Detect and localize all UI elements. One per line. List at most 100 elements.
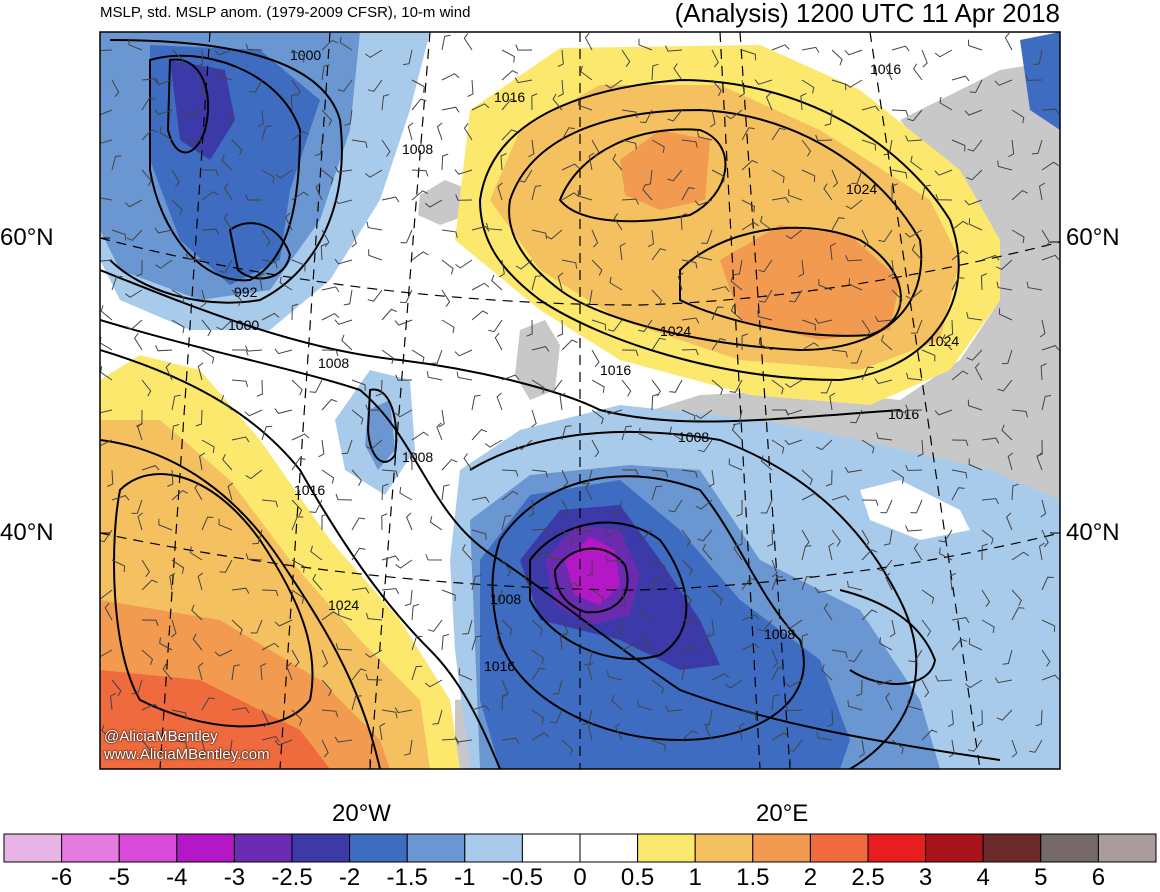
wind-barb: [938, 547, 953, 561]
colorbar-swatch: [349, 833, 408, 863]
wind-barb: [321, 739, 329, 758]
wind-barb: [829, 242, 837, 261]
wind-barb: [141, 619, 159, 627]
wind-barb: [498, 259, 505, 278]
wind-barb: [100, 109, 113, 116]
wind-barb: [438, 409, 445, 428]
wind-barb: [951, 220, 969, 231]
wind-barb: [218, 518, 233, 531]
wind-barb: [411, 98, 427, 111]
wind-barb: [170, 619, 177, 638]
wind-barb: [111, 79, 120, 98]
wind-barb: [757, 310, 773, 321]
wind-barb: [501, 98, 517, 111]
wind-barb: [681, 529, 691, 547]
wind-barb: [379, 722, 386, 741]
wind-barb: [158, 518, 173, 531]
wind-barb: [951, 250, 969, 261]
wind-barb: [994, 79, 1013, 86]
wind-barb: [847, 580, 863, 591]
wind-barb: [831, 349, 848, 358]
wind-barb: [694, 199, 713, 206]
wind-barb: [591, 589, 605, 604]
wind-barb: [711, 672, 730, 681]
wind-barb: [1007, 452, 1014, 471]
wind-barb: [531, 528, 549, 535]
wind-barb: [125, 289, 143, 298]
wind-barb: [828, 542, 834, 561]
wind-barb: [607, 319, 623, 332]
wind-barb: [638, 427, 653, 441]
wind-barb: [214, 49, 233, 56]
wind-barb: [816, 732, 833, 741]
wind-barb: [784, 409, 803, 415]
wind-barb: [365, 49, 383, 59]
wind-barb: [231, 707, 250, 714]
wind-barb: [847, 700, 863, 711]
wind-barb: [574, 527, 593, 534]
wind-barb: [681, 619, 699, 627]
wind-barb: [334, 166, 353, 173]
wind-barb: [913, 543, 923, 561]
wind-barb: [613, 213, 623, 231]
wind-barb: [941, 334, 953, 351]
wind-barb: [1006, 512, 1013, 531]
wind-barb: [801, 633, 809, 651]
wind-barb: [583, 649, 593, 666]
wind-barb: [681, 559, 693, 576]
wind-barb: [711, 306, 724, 321]
wind-barb: [702, 543, 713, 561]
wind-barb: [561, 739, 573, 756]
wind-barb: [637, 700, 653, 711]
map-title-variables: MSLP, std. MSLP anom. (1979-2009 CFSR), …: [100, 4, 471, 21]
wind-barb: [381, 588, 400, 595]
lat-label-right-60n: 60°N: [1066, 224, 1120, 251]
wind-barb: [906, 372, 923, 381]
wind-barb: [591, 139, 600, 158]
wind-barb: [463, 123, 473, 141]
wind-barb: [584, 32, 593, 51]
wind-barb: [876, 432, 893, 441]
wind-barb: [801, 79, 815, 94]
wind-barb: [424, 679, 443, 688]
wind-barb: [877, 559, 893, 572]
wind-barb: [411, 79, 425, 93]
wind-barb: [981, 589, 991, 607]
wind-barb: [531, 346, 550, 352]
wind-barb: [321, 64, 330, 81]
meridian: [159, 32, 211, 769]
wind-barb: [800, 92, 807, 111]
wind-barb: [741, 159, 758, 171]
isobar-label: 1008: [402, 141, 433, 157]
wind-barb: [261, 425, 273, 441]
wind-barb: [784, 679, 803, 688]
wind-barb: [381, 555, 400, 562]
wind-barb: [708, 469, 715, 488]
wind-barb: [561, 339, 578, 351]
wind-barb: [681, 317, 700, 324]
wind-barb: [845, 255, 863, 262]
wind-barb: [259, 272, 266, 291]
wind-barb: [169, 572, 176, 591]
wind-barb: [214, 649, 233, 657]
wind-barb: [619, 242, 626, 261]
wind-barb: [231, 436, 250, 443]
wind-barb: [697, 130, 713, 141]
wind-barb: [244, 345, 263, 352]
wind-barb: [788, 189, 803, 201]
wind-barb: [921, 679, 930, 698]
wind-barb: [524, 572, 533, 591]
wind-barb: [801, 469, 813, 486]
wind-barb: [578, 99, 593, 111]
wind-barb: [996, 281, 1013, 291]
wind-barb: [441, 106, 460, 113]
colorbar-label: 2.5: [851, 864, 885, 891]
wind-barb: [531, 185, 542, 201]
wind-barb: [636, 529, 653, 541]
wind-barb: [320, 243, 327, 261]
wind-barb: [321, 469, 335, 484]
wind-barb: [364, 649, 383, 658]
wind-barb: [531, 275, 542, 291]
wind-barb: [351, 668, 367, 681]
wind-barb: [733, 543, 743, 561]
